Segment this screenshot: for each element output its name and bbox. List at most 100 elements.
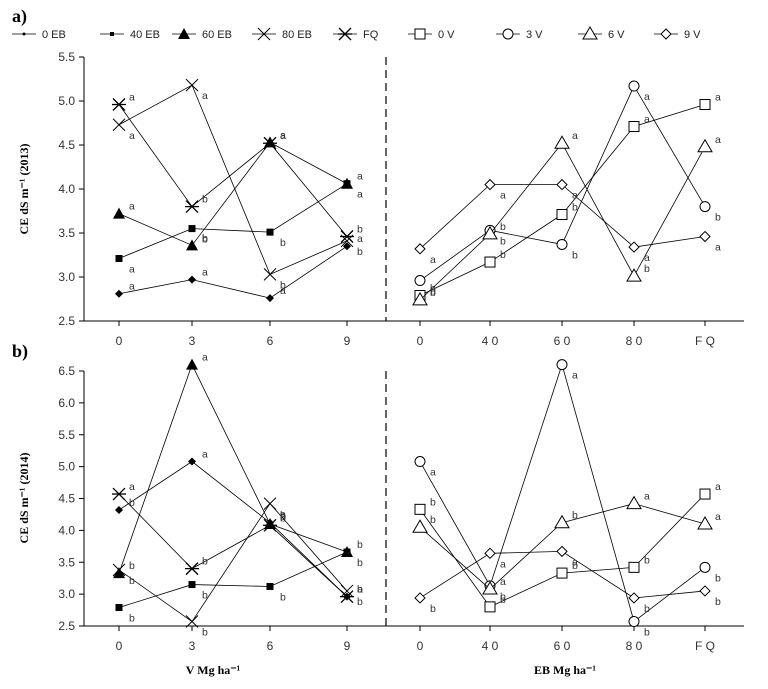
panel-b-y-tick-label: 5.0	[58, 460, 75, 474]
panel-a-y-axis-title: CE dS m⁻¹ (2013)	[17, 144, 31, 235]
panel-a-y-tick-label: 5.5	[58, 50, 75, 64]
panel-b-series-line-fq	[118, 493, 348, 597]
legend-label: FQ	[363, 29, 379, 41]
legend-label: 80 EB	[282, 29, 312, 41]
panel-b-point-9v	[556, 545, 568, 558]
panel-a-sig-letter: b	[500, 235, 506, 247]
panel-a-sig-letter: a	[357, 233, 363, 245]
panel-a-point-9v	[699, 230, 711, 243]
panel-b-sig-letter: b	[357, 584, 363, 596]
panel-a-point-3v	[699, 201, 711, 213]
legend-marker	[110, 32, 114, 36]
panel-a-sig-letter: a	[572, 190, 578, 202]
panel-b-left-x-tick-label: 3	[189, 639, 196, 653]
panel-b-sig-letter: a	[500, 558, 506, 570]
panel-a-point-6v	[482, 225, 498, 240]
panel-b-sig-letter: b	[129, 560, 135, 572]
panel-b-y-tick-label: 2.5	[58, 619, 75, 633]
panel-a-point-9v	[628, 241, 640, 253]
panel-a-point-0v	[699, 99, 711, 111]
panel-b-point-0v	[414, 503, 426, 515]
legend-item-60eb: 60 EB	[172, 28, 232, 41]
panel-a-y-tick-label: 2.5	[58, 314, 75, 328]
panel-a-point-80eb	[112, 118, 126, 132]
legend-label: 6 V	[608, 29, 625, 41]
panel-b-sig-letter: a	[202, 449, 208, 461]
panel-a-sig-letter: b	[357, 224, 363, 236]
panel-b-point-fq	[185, 562, 199, 576]
panel-a-sig-letter: a	[644, 252, 650, 264]
panel-b-point-6v	[626, 495, 642, 510]
panel-b-sig-letter: b	[430, 496, 436, 508]
panel-b-point-3v	[628, 616, 640, 628]
panel-a-sig-letter: b	[430, 287, 436, 299]
panel-a-series-line-80eb	[118, 84, 348, 275]
panel-a-sig-letter: b	[644, 263, 650, 275]
panel-a-point-0eb	[188, 275, 196, 284]
panel-a-left-x-tick-label: 6	[267, 334, 274, 348]
panel-b-sig-letter: a	[644, 491, 650, 503]
panel-a-point-9v	[414, 243, 426, 255]
panel-a-point-9v	[484, 178, 496, 191]
panel-b-left-x-tick-label: 9	[344, 639, 351, 653]
right-x-axis-title: EB Mg ha⁻¹	[534, 663, 596, 677]
panel-label-b: b)	[12, 341, 28, 362]
panel-b-sig-letter: a	[129, 481, 135, 493]
legend-marker	[338, 27, 352, 41]
panel-a-point-60eb	[341, 177, 353, 189]
panel-a-right-x-tick-label: 0	[417, 334, 424, 348]
panel-b-point-6v	[697, 516, 713, 530]
panel-b-sig-letter: b	[430, 514, 436, 526]
panel-b-sig-letter: a	[430, 467, 436, 479]
legend-marker	[582, 26, 598, 40]
panel-b-y-tick-label: 6.0	[58, 396, 75, 410]
panel-b-point-60eb	[341, 546, 353, 558]
panel-a-point-80eb	[263, 268, 277, 281]
panel-b-point-60eb	[113, 567, 125, 579]
panel-b-point-3v	[414, 456, 426, 468]
panel-a-left-x-tick-label: 0	[116, 334, 123, 348]
panel-b-point-60eb	[186, 358, 198, 370]
panel-a-sig-letter: a	[280, 130, 286, 142]
panel-a-y-tick-label: 5.0	[58, 94, 75, 108]
panel-a-point-fq	[112, 98, 126, 111]
panel-a-point-40eb	[266, 228, 274, 236]
panel-b-right-x-tick-label: F Q	[695, 639, 715, 653]
panel-b-sig-letter: b	[129, 497, 135, 509]
panel-a-point-0v	[556, 209, 568, 221]
panel-a-sig-letter: b	[430, 286, 436, 298]
panel-b-y-tick-label: 5.5	[58, 428, 75, 442]
panel-a-point-fq	[340, 230, 354, 243]
panel-b-sig-letter: b	[357, 539, 363, 551]
panel-a-right-x-tick-label: 8 0	[626, 334, 643, 348]
left-x-axis-title: V Mg ha⁻¹	[186, 663, 241, 677]
panel-b-point-9v	[414, 592, 426, 604]
panel-a-y-tick-label: 3.5	[58, 226, 75, 240]
legend-label: 0 EB	[42, 29, 66, 41]
legend-item-80eb: 80 EB	[252, 27, 312, 41]
legend-label: 60 EB	[202, 29, 232, 41]
panel-b-sig-letter: b	[715, 596, 721, 608]
panel-a-left-x-tick-label: 3	[189, 334, 196, 348]
panel-a-sig-letter: a	[430, 254, 436, 266]
panel-b-sig-letter: b	[357, 596, 363, 608]
panel-a-sig-letter: b	[500, 221, 506, 233]
panel-a-sig-letter: b	[715, 212, 721, 224]
panel-a-sig-letter: a	[715, 134, 721, 146]
panel-a-point-6v	[554, 135, 570, 149]
panel-a-point-6v	[412, 291, 428, 306]
panel-a-sig-letter: a	[129, 92, 135, 104]
panel-b-point-80eb	[112, 563, 126, 577]
panel-b-sig-letter: b	[572, 510, 578, 522]
panel-a-sig-letter: a	[715, 242, 721, 254]
panel-b-point-3v	[556, 359, 568, 371]
panel-b-sig-letter: b	[430, 603, 436, 615]
panel-b-point-80eb	[185, 615, 199, 628]
panel-a-point-6v	[697, 138, 713, 153]
panel-a-sig-letter: b	[202, 234, 208, 246]
panel-b-point-40eb	[115, 604, 123, 612]
panel-b-series-line-60eb	[118, 363, 348, 574]
legend-label: 9 V	[684, 29, 701, 41]
panel-a-point-0v	[628, 121, 640, 133]
